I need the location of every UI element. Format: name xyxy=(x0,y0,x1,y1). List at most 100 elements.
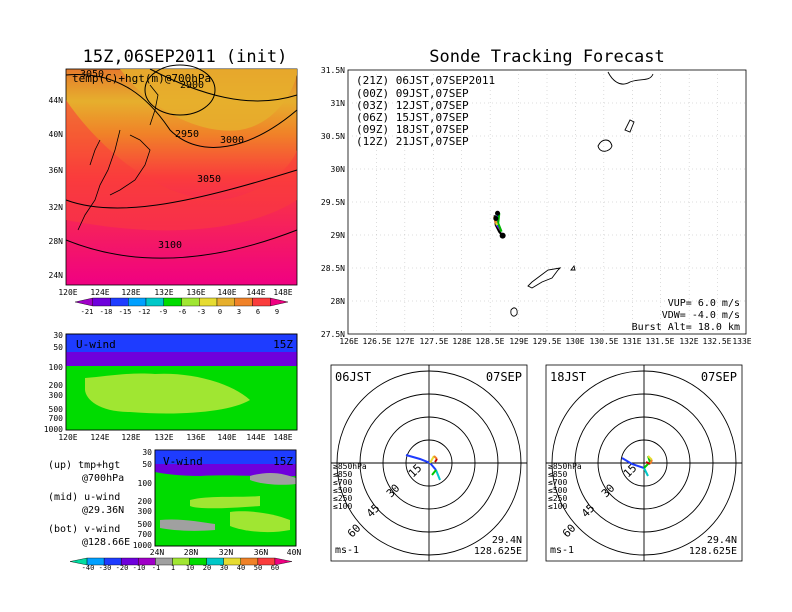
polar-units: ms-1 xyxy=(550,545,574,556)
hodograph-segment xyxy=(405,454,437,471)
temp-colorbar xyxy=(74,297,289,307)
temp-cbar-label: -12 xyxy=(138,308,151,316)
note-up-1: (up) tmp+hgt xyxy=(48,460,120,471)
vup-text: VUP= 6.0 m/s xyxy=(668,298,740,309)
lon-label: 131.5E xyxy=(646,337,675,346)
level-label: ≤850 xyxy=(548,470,567,479)
wind-cbar-label: -10 xyxy=(133,564,146,572)
right-title: Sonde Tracking Forecast xyxy=(429,47,664,67)
upper-temp-map: 3050 2900 2950 3000 3050 3100 temp(C)+hg… xyxy=(49,64,298,297)
lon-label: 130E xyxy=(565,337,584,346)
lat-label: 36N xyxy=(254,548,269,557)
temp-colorbar-swatch xyxy=(92,297,111,307)
p-label: 700 xyxy=(49,414,64,423)
lat-label: 29N xyxy=(331,231,346,240)
lon-label: 126E xyxy=(339,337,358,346)
track-map: (21Z) 06JST,07SEP2011 (00Z) 09JST,07SEP … xyxy=(321,66,752,346)
lon-label: 129.5E xyxy=(533,337,562,346)
temp-colorbar-swatch xyxy=(128,297,147,307)
contour-label: 2900 xyxy=(180,80,204,91)
lat-label: 30.5N xyxy=(321,132,345,141)
lon-label: 148E xyxy=(273,288,292,297)
lat-label: 24N xyxy=(150,548,165,557)
vdw-text: VDW= -4.0 m/s xyxy=(662,310,740,321)
contour-label: 3050 xyxy=(197,174,221,185)
v-wind-panel: V-wind 15Z 30 50 100 200 300 500 700 100… xyxy=(133,448,302,557)
lat-label: 27.5N xyxy=(321,330,345,339)
u-wind-lon-axis: 120E 124E 128E 132E 136E 140E 144E 148E xyxy=(58,433,292,442)
temp-cbar-label: -18 xyxy=(100,308,113,316)
level-label: ≤250 xyxy=(548,494,567,503)
u-wind-label: U-wind xyxy=(76,338,116,351)
track-lon-axis: 126E 126.5E 127E 127.5E 128E 128.5E 129E… xyxy=(339,337,751,346)
lat-label: 28.5N xyxy=(321,264,345,273)
launch-point xyxy=(499,232,506,239)
pressure-level-legend: ≥850hPa ≤850 ≤700 ≤500 ≤250 ≤100 xyxy=(548,462,582,511)
note-mid-2: @29.36N xyxy=(82,505,124,516)
hodograph-segment xyxy=(429,455,435,464)
track-legend-item: (21Z) 06JST,07SEP2011 xyxy=(356,74,495,87)
left-title: 15Z,06SEP2011 (init) xyxy=(83,47,288,67)
temp-cbar-label: -15 xyxy=(119,308,132,316)
lon-label: 144E xyxy=(246,288,265,297)
lat-label: 31.5N xyxy=(321,66,345,75)
temp-colorbar-swatch xyxy=(145,297,164,307)
polar-lat: 29.4N xyxy=(707,535,737,546)
wind-colorbar xyxy=(69,557,293,566)
lon-label: 136E xyxy=(186,288,205,297)
lat-label: 24N xyxy=(49,271,64,280)
hodograph-segment xyxy=(645,461,651,465)
sonde-track xyxy=(496,213,503,233)
lon-label: 120E xyxy=(58,433,77,442)
v-wind-pressure-axis: 30 50 100 200 300 500 700 1000 xyxy=(133,448,152,550)
hodograph-segment xyxy=(643,467,649,477)
hodograph-trajectory xyxy=(621,455,653,477)
polar-hodograph-18jst: 18JST 07SEP 15 30 45 60 ≥850hPa ≤850 ≤70… xyxy=(545,364,743,562)
hodograph-segment xyxy=(435,469,441,481)
temp-colorbar-swatch xyxy=(110,297,129,307)
temp-colorbar-swatch xyxy=(163,297,182,307)
lat-label: 31N xyxy=(331,99,346,108)
level-label: ≤700 xyxy=(333,478,352,487)
temp-cbar-label: 6 xyxy=(256,308,260,316)
u-wind-panel: U-wind 15Z 30 50 100 200 300 500 700 100… xyxy=(44,331,298,442)
upper-map-contour-labels: 3050 2900 2950 3000 3050 3100 xyxy=(80,69,244,251)
track-lat-axis: 31.5N 31N 30.5N 30N 29.5N 29N 28.5N 28N … xyxy=(321,66,345,339)
temp-colorbar-swatch xyxy=(234,297,253,307)
lon-label: 127E xyxy=(395,337,414,346)
note-mid-1: (mid) u-wind xyxy=(48,492,120,503)
polar-time: 06JST xyxy=(335,370,371,384)
level-label: ≤500 xyxy=(333,486,352,495)
lon-label: 124E xyxy=(90,433,109,442)
burst-alt-text: Burst Alt= 18.0 km xyxy=(632,322,740,333)
temp-colorbar-swatch xyxy=(199,297,218,307)
lon-label: 128E xyxy=(452,337,471,346)
hodograph-trajectory xyxy=(405,454,441,481)
hodograph-segment xyxy=(434,458,438,463)
lon-label: 131E xyxy=(622,337,641,346)
lon-label: 136E xyxy=(186,433,205,442)
p-label: 1000 xyxy=(44,425,63,434)
note-bot-1: (bot) v-wind xyxy=(48,524,120,535)
temp-colorbar-swatch xyxy=(181,297,200,307)
lat-label: 40N xyxy=(287,548,302,557)
level-label: ≥850hPa xyxy=(333,462,367,471)
lon-label: 148E xyxy=(273,433,292,442)
track-lines xyxy=(493,210,506,239)
v-wind-lat-axis: 24N 28N 32N 36N 40N xyxy=(150,548,302,557)
note-up-2: @700hPa xyxy=(82,473,124,484)
p-label: 50 xyxy=(53,343,63,352)
lat-label: 36N xyxy=(49,166,64,175)
wind-cbar-label: -20 xyxy=(116,564,129,572)
lat-label: 32N xyxy=(219,548,234,557)
wind-cbar-label: 30 xyxy=(220,564,228,572)
temp-cbar-label: 9 xyxy=(275,308,279,316)
level-label: ≤500 xyxy=(548,486,567,495)
v-wind-time: 15Z xyxy=(273,455,293,468)
pressure-level-legend: ≥850hPa ≤850 ≤700 ≤500 ≤250 ≤100 xyxy=(333,462,367,511)
wind-cbar-label: 10 xyxy=(186,564,194,572)
lon-label: 127.5E xyxy=(420,337,449,346)
lon-label: 132.5E xyxy=(703,337,732,346)
polar-lat: 29.4N xyxy=(492,535,522,546)
polar-hodograph-06jst: 06JST 07SEP 15 30 45 60 ≥850hPa ≤850 ≤70… xyxy=(330,364,528,562)
